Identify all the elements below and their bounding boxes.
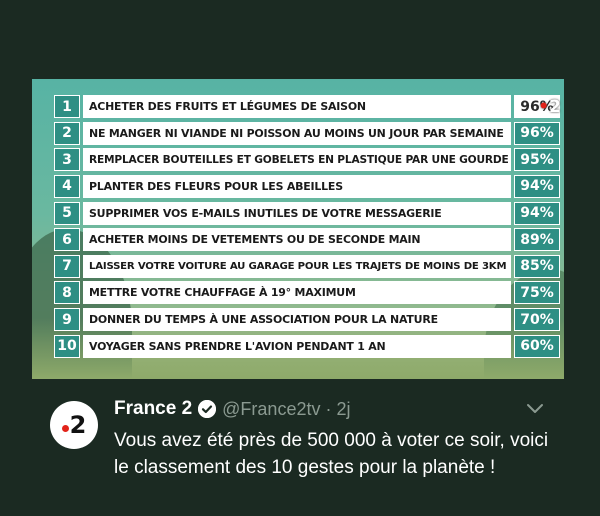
rank-number: 3: [54, 148, 80, 172]
verified-badge-icon: [198, 400, 217, 418]
ranking-row: 8 METTRE VOTRE CHAUFFAGE À 19° MAXIMUM 75%: [54, 281, 560, 305]
rank-number: 2: [54, 121, 80, 145]
ranking-row: 1 ACHETER DES FRUITS ET LÉGUMES DE SAISON…: [54, 95, 561, 118]
ranking-row: 3 REMPLACER BOUTEILLES ET GOBELETS EN PLA…: [54, 148, 560, 172]
vote-percent-value: 60%: [520, 338, 554, 355]
vote-percent-value: 96%: [520, 125, 554, 142]
vote-percent-value: 70%: [520, 311, 554, 328]
gesture-label: SUPPRIMER VOS E-MAILS INUTILES DE VOTRE …: [83, 201, 511, 225]
vote-percent: 60%: [514, 334, 560, 358]
vote-percent-value: 94%: [520, 205, 554, 222]
ranking-row: 7 LAISSER VOTRE VOITURE AU GARAGE POUR LE…: [54, 254, 560, 278]
rank-number: 5: [54, 201, 80, 225]
rank-number: 1: [54, 95, 80, 118]
vote-percent: 75%: [514, 281, 560, 305]
rank-number: 6: [54, 228, 80, 252]
separator: ·: [325, 398, 332, 419]
gesture-label: PLANTER DES FLEURS POUR LES ABEILLES: [83, 174, 511, 198]
vote-percent-value: 75%: [520, 284, 554, 301]
vote-percent-value: 95%: [520, 151, 554, 168]
rank-number: 4: [54, 174, 80, 198]
logo-dot-icon: •: [538, 97, 550, 117]
tweet-text: Vous avez été près de 500 000 à voter ce…: [114, 430, 549, 478]
chevron-down-icon[interactable]: [525, 401, 545, 417]
vote-percent: 85%: [514, 254, 560, 278]
ranking-row: 5 SUPPRIMER VOS E-MAILS INUTILES DE VOTRE…: [54, 201, 560, 225]
vote-percent: 94%: [514, 174, 560, 198]
vote-percent: 96% •2: [514, 95, 561, 118]
vote-percent-value: 85%: [520, 258, 554, 275]
logo-number: 2: [549, 97, 561, 117]
gesture-label: REMPLACER BOUTEILLES ET GOBELETS EN PLAS…: [83, 148, 511, 172]
gesture-label: VOYAGER SANS PRENDRE L'AVION PENDANT 1 A…: [83, 334, 511, 358]
logo-dot-icon: [61, 424, 69, 432]
ranking-row: 4 PLANTER DES FLEURS POUR LES ABEILLES 94%: [54, 174, 560, 198]
vote-percent-value: 96%: [520, 98, 554, 115]
gesture-label: LAISSER VOTRE VOITURE AU GARAGE POUR LES…: [83, 254, 511, 278]
ranking-row: 9 DONNER DU TEMPS À UNE ASSOCIATION POUR …: [54, 308, 560, 332]
rank-number: 9: [54, 308, 80, 332]
gesture-label: ACHETER DES FRUITS ET LÉGUMES DE SAISON: [83, 95, 511, 118]
avatar-logo-text: 2: [69, 411, 87, 439]
gesture-label: METTRE VOTRE CHAUFFAGE À 19° MAXIMUM: [83, 281, 511, 305]
author-name[interactable]: France 2: [114, 398, 193, 419]
tweet-time[interactable]: 2j: [336, 398, 351, 419]
ranking-row: 2 NE MANGER NI VIANDE NI POISSON AU MOINS…: [54, 121, 560, 145]
vote-percent-value: 89%: [520, 231, 554, 248]
ranking-list: 1 ACHETER DES FRUITS ET LÉGUMES DE SAISON…: [54, 95, 561, 361]
tweet-media-image[interactable]: 1 ACHETER DES FRUITS ET LÉGUMES DE SAISON…: [32, 79, 564, 379]
ranking-row: 10 VOYAGER SANS PRENDRE L'AVION PENDANT 1…: [54, 334, 560, 358]
tweet[interactable]: 2 France 2 @France2tv · 2j Vous avez été…: [0, 391, 600, 516]
vote-percent: 95%: [514, 148, 560, 172]
vote-percent: 94%: [514, 201, 560, 225]
vote-percent-value: 94%: [520, 178, 554, 195]
avatar[interactable]: 2: [50, 401, 98, 449]
gesture-label: NE MANGER NI VIANDE NI POISSON AU MOINS …: [83, 121, 511, 145]
tweet-header: France 2 @France2tv · 2j: [114, 397, 350, 421]
vote-percent: 89%: [514, 228, 560, 252]
rank-number: 10: [54, 334, 80, 358]
ranking-row: 6 ACHETER MOINS DE VETEMENTS OU DE SECOND…: [54, 228, 560, 252]
rank-number: 8: [54, 281, 80, 305]
vote-percent: 70%: [514, 308, 560, 332]
vote-percent: 96%: [514, 121, 560, 145]
gesture-label: DONNER DU TEMPS À UNE ASSOCIATION POUR L…: [83, 308, 511, 332]
channel-logo-icon: •2: [538, 97, 561, 117]
rank-number: 7: [54, 254, 80, 278]
gesture-label: ACHETER MOINS DE VETEMENTS OU DE SECONDE…: [83, 228, 511, 252]
author-handle[interactable]: @France2tv: [222, 398, 321, 419]
